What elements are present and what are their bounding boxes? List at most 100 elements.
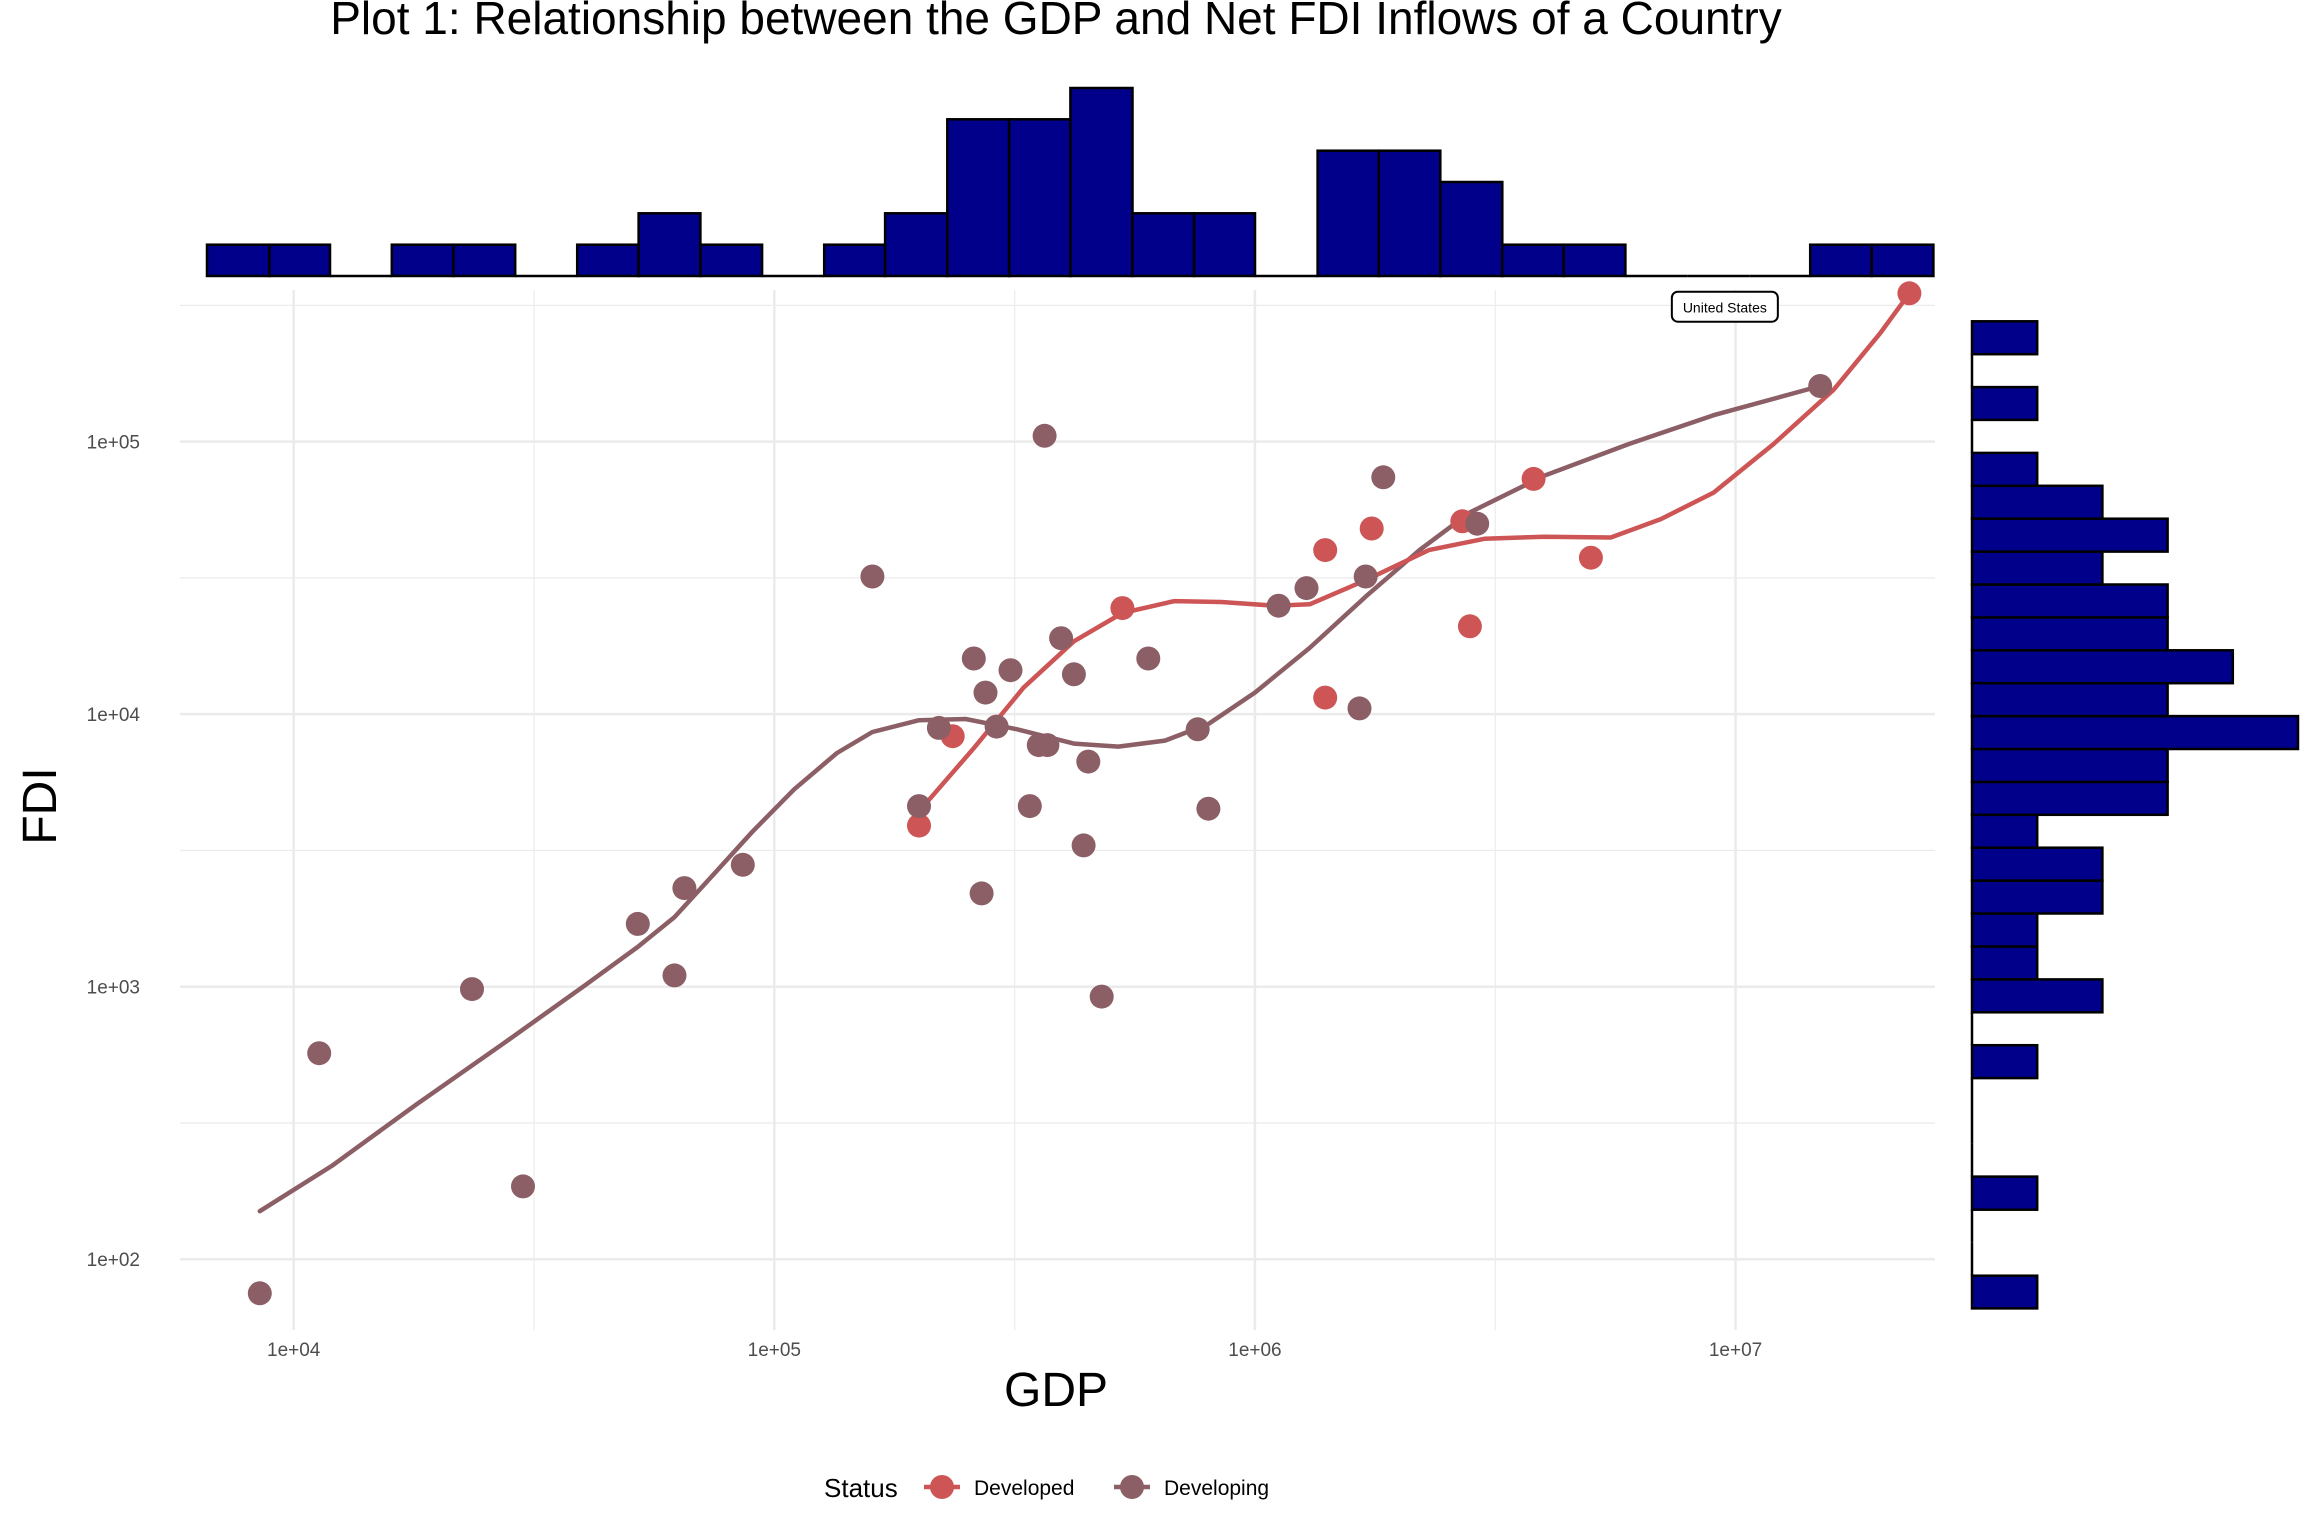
point-developing [961, 646, 986, 671]
point-developed [1578, 545, 1603, 570]
point-developing [1465, 511, 1490, 536]
top-histogram-bar [390, 243, 455, 278]
legend-title: Status [824, 1473, 898, 1503]
x-tick-label: 1e+04 [267, 1340, 321, 1361]
chart-title: Plot 1: Relationship between the GDP and… [330, 0, 1781, 44]
legend-label-developing: Developing [1164, 1477, 1269, 1500]
point-developing [1061, 662, 1086, 687]
top-histogram-bar [268, 243, 332, 278]
point-developing [998, 658, 1023, 683]
right-histogram-bar [1970, 747, 2169, 784]
smooth-line-developed [916, 291, 1912, 814]
top-histogram-bar [822, 243, 887, 278]
right-histogram-bar [1970, 813, 2039, 849]
point-developing [307, 1041, 332, 1066]
point-developing [1035, 733, 1060, 758]
x-tick-label: 1e+05 [748, 1340, 801, 1361]
x-axis-ticks: 1e+04 1e+05 1e+06 1e+07 [267, 1340, 1762, 1361]
right-histogram-bar [1970, 550, 2104, 586]
scatter-points [247, 281, 1922, 1306]
point-developing [1371, 465, 1396, 490]
annotation: United States [1670, 290, 1779, 323]
top-histogram-bar [1870, 243, 1935, 278]
right-histogram-bar [1970, 912, 2039, 948]
right-histogram-bar [1970, 1043, 2039, 1080]
top-histogram-bar [946, 118, 1011, 278]
point-developing [1294, 576, 1319, 601]
point-developing [625, 911, 650, 936]
point-developed [907, 813, 931, 838]
point-developed [1313, 538, 1338, 563]
legend-label-developed: Developed [974, 1477, 1074, 1500]
point-developing [1032, 423, 1057, 448]
right-histogram-bar [1970, 616, 2169, 652]
top-histogram [205, 86, 1935, 278]
x-axis-label: GDP [1004, 1364, 1108, 1417]
top-histogram-bar [883, 212, 949, 278]
right-histogram-bar [1970, 517, 2169, 553]
point-developing [672, 876, 697, 901]
top-histogram-bar [1562, 243, 1627, 278]
point-developing [1136, 646, 1161, 671]
point-developed [1110, 596, 1135, 621]
point-developed [1457, 614, 1482, 639]
grid-lines [180, 290, 1935, 1330]
point-developing [1089, 984, 1114, 1009]
right-histogram-bar [1970, 681, 2169, 718]
legend: Status Developed Developing [824, 1473, 1269, 1503]
top-histogram-bar [1007, 118, 1072, 278]
right-histogram-bar [1970, 1175, 2039, 1211]
point-developed [1313, 685, 1338, 710]
top-histogram-bar [1192, 212, 1257, 278]
point-developed [1359, 516, 1384, 541]
legend-key-point-developed [930, 1475, 954, 1499]
right-histogram-bar [1970, 451, 2039, 488]
x-tick-label: 1e+07 [1709, 1340, 1762, 1361]
top-histogram-bar [205, 243, 271, 278]
top-histogram-bar [1377, 149, 1442, 278]
top-histogram-bar [1069, 86, 1134, 278]
point-developing [860, 564, 885, 589]
point-developing [926, 715, 951, 740]
y-tick-label: 1e+02 [87, 1250, 140, 1271]
x-tick-label: 1e+06 [1228, 1340, 1281, 1361]
point-developing [1185, 717, 1210, 742]
point-developing [460, 977, 484, 1002]
top-histogram-bar [1131, 212, 1196, 278]
point-developing [1196, 796, 1221, 821]
y-tick-label: 1e+04 [87, 705, 141, 726]
y-axis-ticks: 1e+02 1e+03 1e+04 1e+05 [87, 433, 141, 1272]
top-histogram-bar [637, 212, 702, 278]
top-histogram-bar [575, 243, 640, 278]
point-developing [1353, 564, 1378, 589]
right-histogram-bar [1970, 879, 2104, 915]
top-histogram-bar [1316, 149, 1381, 278]
top-histogram-bar [699, 243, 764, 278]
right-histogram-bar [1970, 484, 2104, 520]
right-histogram-bar [1970, 945, 2039, 981]
annotation-label-box [1670, 290, 1779, 323]
point-developing [1076, 749, 1101, 774]
point-developing [969, 881, 994, 906]
point-developing [511, 1174, 535, 1199]
right-histogram-bar [1970, 320, 2039, 356]
right-histogram [1970, 320, 2300, 1310]
plot-panel: United States [180, 281, 1935, 1330]
right-histogram-bar [1970, 978, 2104, 1014]
point-developing [1049, 626, 1074, 651]
annotation-label: United States [1683, 300, 1767, 316]
top-histogram-bar [452, 243, 517, 278]
point-developing [1266, 593, 1291, 618]
right-histogram-bar [1970, 846, 2104, 882]
point-developing [907, 794, 931, 819]
point-developing [973, 680, 998, 705]
point-developed [1521, 466, 1546, 491]
legend-key-point-developing [1120, 1475, 1144, 1499]
y-tick-label: 1e+03 [87, 978, 140, 999]
right-histogram-bar [1970, 583, 2169, 619]
top-histogram-bar [1808, 243, 1873, 278]
y-tick-label: 1e+05 [87, 433, 140, 454]
point-developing [662, 963, 687, 988]
point-developing [1347, 696, 1372, 721]
